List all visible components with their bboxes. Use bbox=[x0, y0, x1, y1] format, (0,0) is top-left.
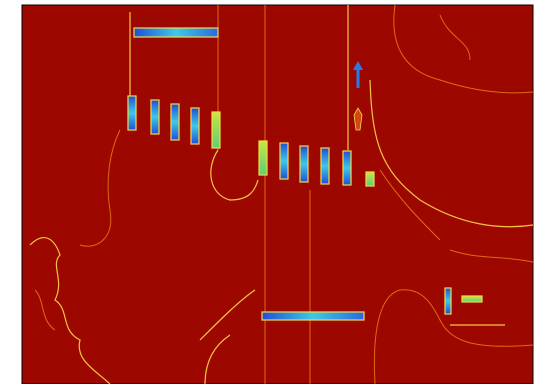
crosswalk-top bbox=[134, 28, 218, 37]
page bbox=[0, 0, 541, 384]
heatmap-image bbox=[0, 0, 541, 384]
image-background bbox=[22, 5, 533, 384]
